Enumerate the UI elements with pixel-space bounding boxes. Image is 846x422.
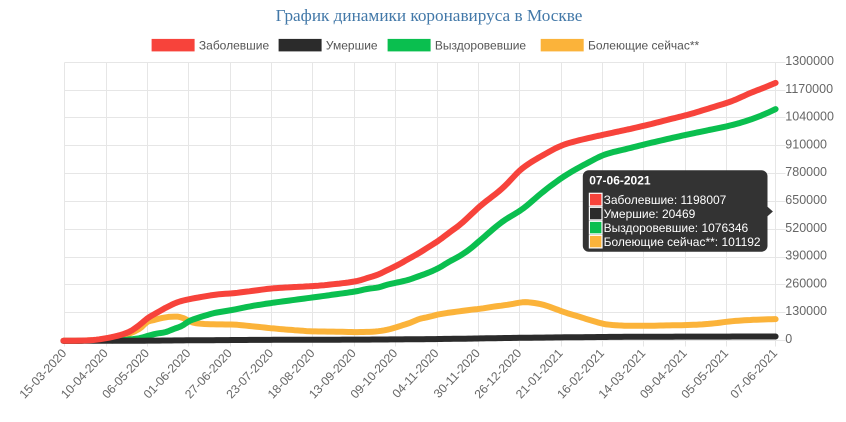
svg-text:Заболевшие: 1198007: Заболевшие: 1198007	[604, 193, 727, 207]
svg-text:Болеющие сейчас**: 101192: Болеющие сейчас**: 101192	[604, 235, 761, 249]
svg-text:1170000: 1170000	[785, 82, 833, 96]
svg-text:780000: 780000	[785, 165, 827, 179]
svg-text:390000: 390000	[785, 249, 827, 263]
svg-text:Умершие: 20469: Умершие: 20469	[604, 207, 696, 221]
svg-text:1040000: 1040000	[785, 110, 834, 124]
svg-text:07-06-2021: 07-06-2021	[589, 174, 651, 188]
svg-text:1300000: 1300000	[785, 54, 834, 68]
svg-text:260000: 260000	[785, 276, 827, 290]
svg-text:910000: 910000	[785, 137, 827, 151]
svg-text:Заболевшие: Заболевшие	[199, 38, 270, 52]
svg-text:650000: 650000	[785, 193, 827, 207]
svg-text:Выздоровевшие: Выздоровевшие	[435, 38, 527, 52]
svg-text:Болеющие сейчас**: Болеющие сейчас**	[588, 38, 700, 52]
svg-text:Умершие: Умершие	[326, 38, 378, 52]
svg-text:График динамики коронавируса в: График динамики коронавируса в Москве	[276, 6, 583, 25]
svg-text:130000: 130000	[785, 304, 827, 318]
svg-text:520000: 520000	[785, 221, 827, 235]
svg-text:0: 0	[785, 332, 792, 346]
svg-text:Выздоровевшие: 1076346: Выздоровевшие: 1076346	[604, 221, 749, 235]
